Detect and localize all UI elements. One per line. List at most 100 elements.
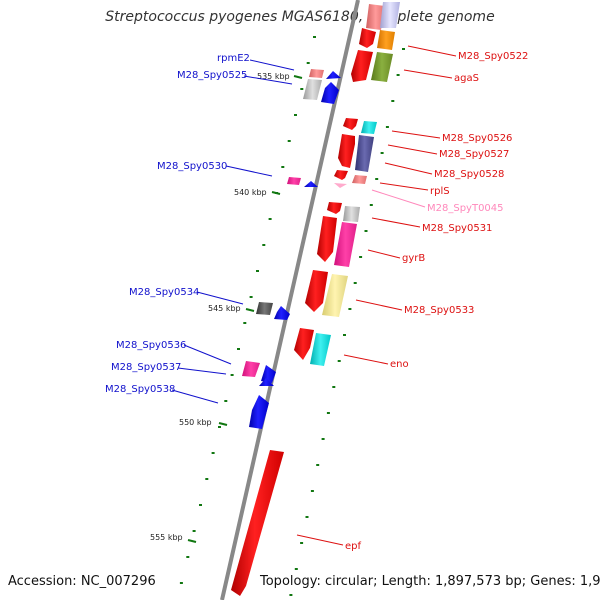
gene-epf[interactable] — [231, 450, 284, 596]
label-leader — [384, 162, 433, 175]
label-leader — [379, 182, 429, 191]
gene-rpmE2[interactable] — [309, 69, 324, 78]
track-dot — [380, 152, 384, 154]
label-leader — [387, 144, 438, 155]
track-dot — [306, 62, 310, 64]
gene-M28_Spy0522[interactable] — [359, 28, 376, 48]
track-dot — [294, 114, 297, 116]
label-leader — [296, 534, 344, 546]
track-dot — [192, 530, 196, 532]
track-dot — [230, 374, 234, 376]
track-dot — [396, 74, 400, 76]
gene-M28_Spy0533-feature[interactable] — [322, 274, 348, 317]
gene-M28_Spy0537[interactable] — [259, 378, 274, 386]
gene-M28_Spy0525-arrow[interactable] — [321, 82, 339, 104]
label-leader — [225, 165, 273, 177]
label-leader — [196, 291, 244, 305]
gene-M28_SpyT0045[interactable] — [334, 183, 347, 188]
track-dot — [310, 490, 314, 492]
track-dot — [369, 204, 373, 206]
label-M28_Spy0538: M28_Spy0538 — [105, 384, 175, 395]
label-agaS: agaS — [454, 73, 479, 84]
gene-rpmE2-arrow[interactable] — [326, 71, 341, 79]
tick-mark — [245, 308, 255, 312]
label-leader — [355, 299, 403, 311]
track-dot — [300, 88, 304, 90]
gene-M28_Spy0531[interactable] — [327, 202, 342, 214]
track-dot — [211, 452, 215, 454]
track-dot — [364, 230, 368, 232]
label-M28_Spy0526: M28_Spy0526 — [442, 133, 512, 144]
gene-M28_Spy0526[interactable] — [343, 118, 358, 130]
label-M28_Spy0533: M28_Spy0533 — [404, 305, 474, 316]
label-M28_Spy0536: M28_Spy0536 — [116, 340, 186, 351]
track-dot — [294, 568, 298, 570]
gene-M28_Spy0536[interactable] — [242, 361, 260, 377]
gene-gyrB[interactable] — [317, 216, 337, 262]
track-dot — [359, 256, 363, 258]
track-dot — [326, 412, 330, 414]
tick-label: 555 kbp — [150, 533, 183, 542]
track-dot — [289, 594, 293, 596]
tick-mark — [271, 191, 281, 195]
label-leader — [171, 389, 219, 404]
label-M28_Spy0537: M28_Spy0537 — [111, 362, 181, 373]
label-leader — [243, 75, 293, 85]
track-dot — [199, 504, 202, 506]
gene-M28_Spy0530-arrow[interactable] — [304, 181, 318, 187]
tick-label: 535 kbp — [257, 72, 290, 81]
label-M28_Spy0534: M28_Spy0534 — [129, 287, 199, 298]
gene-M28_Spy0534[interactable] — [256, 302, 273, 315]
gene-rplS[interactable] — [352, 175, 367, 184]
label-eno: eno — [390, 359, 409, 370]
gene-M28_Spy0527-feature[interactable] — [355, 135, 374, 172]
reverse-labels: rpmE2 M28_Spy0525 M28_Spy0530 M28_Spy053… — [105, 53, 295, 404]
gene-M28_Spy0538[interactable] — [249, 395, 269, 429]
label-rpmE2: rpmE2 — [217, 53, 250, 64]
gene-feature[interactable] — [380, 2, 400, 28]
forward-genes — [231, 2, 400, 596]
track-dot — [337, 360, 341, 362]
tick-mark — [293, 75, 303, 79]
track-dot — [391, 100, 395, 102]
gene-eno-feature[interactable] — [310, 333, 331, 366]
label-M28_Spy0531: M28_Spy0531 — [422, 223, 492, 234]
gene-feature[interactable] — [351, 50, 373, 82]
gene-M28_Spy0526-feature[interactable] — [361, 121, 377, 134]
label-leader — [391, 130, 441, 139]
track-dot — [385, 126, 389, 128]
track-dot — [321, 438, 325, 440]
track-dot — [268, 218, 272, 220]
gene-M28_Spy0531-feature[interactable] — [343, 206, 360, 222]
track-dot — [205, 478, 209, 480]
gene-M28_Spy0522-feature[interactable] — [366, 4, 385, 30]
gene-M28_Spy0528[interactable] — [334, 170, 348, 180]
track-dot — [262, 244, 266, 246]
gene-M28_Spy0533[interactable] — [305, 270, 328, 312]
gene-M28_Spy0525[interactable] — [303, 79, 322, 100]
label-M28_SpyT0045: M28_SpyT0045 — [427, 203, 504, 214]
track-dot — [224, 400, 228, 402]
gene-M28_Spy0527[interactable] — [338, 134, 355, 168]
track-dot — [402, 48, 405, 50]
tick-mark — [187, 539, 197, 543]
track-dot — [281, 166, 285, 168]
label-epf: epf — [345, 541, 362, 552]
gene-M28_Spy0536-arrow[interactable] — [261, 365, 276, 383]
track-dot — [179, 582, 183, 584]
track-dot — [287, 140, 291, 142]
topology-text: Topology: circular; Length: 1,897,573 bp… — [260, 574, 600, 589]
track-dot — [348, 308, 352, 310]
gene-M28_Spy0530[interactable] — [287, 177, 301, 185]
forward-labels: M28_Spy0522 agaS M28_Spy0526 M28_Spy0527… — [296, 45, 528, 552]
track-dot — [218, 426, 221, 428]
gene-M28_Spy0534-arrow[interactable] — [274, 306, 290, 320]
gene-agaS[interactable] — [371, 52, 393, 82]
tick-label: 550 kbp — [179, 418, 212, 427]
gene-eno[interactable] — [294, 328, 314, 360]
gene-gyrB-feature[interactable] — [334, 222, 357, 267]
tick-label: 545 kbp — [208, 304, 241, 313]
gene-feature[interactable] — [377, 30, 395, 50]
track-dot — [316, 464, 320, 466]
